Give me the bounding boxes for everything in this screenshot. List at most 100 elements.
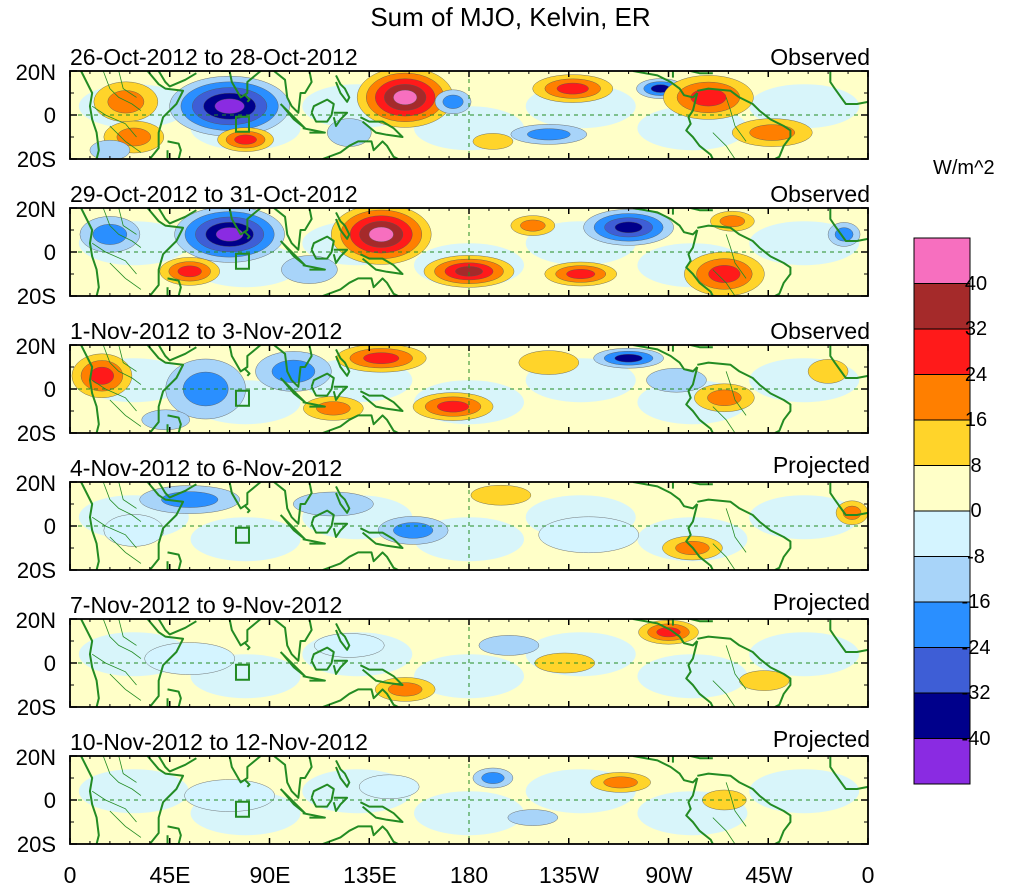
coastline — [157, 71, 197, 88]
coastline — [146, 482, 185, 570]
coastline — [359, 390, 404, 412]
anomaly-contour — [214, 98, 245, 114]
coastline — [632, 345, 699, 373]
reference-box — [234, 800, 250, 818]
panel-1-status: Observed — [770, 44, 870, 70]
country-border — [102, 619, 142, 659]
coastline — [220, 208, 262, 236]
coastline — [359, 253, 404, 275]
country-border — [118, 756, 137, 783]
coastline — [697, 772, 792, 844]
country-border — [725, 97, 747, 142]
colorbar-swatch — [913, 374, 971, 421]
coastline — [157, 619, 197, 636]
colorbar-label-m24: -24 — [961, 637, 991, 659]
coastline — [335, 759, 351, 788]
country-border — [109, 673, 142, 701]
coastline — [697, 361, 792, 433]
colorbar-label-m40: -40 — [961, 728, 991, 750]
anomaly-contour — [614, 221, 643, 234]
panel-4-ytick-20s: 20S — [16, 558, 56, 583]
coastline — [335, 74, 351, 103]
anomaly-contour — [107, 90, 145, 114]
coastline — [302, 538, 326, 545]
colorbar-swatch — [913, 283, 971, 330]
coastline — [632, 71, 699, 99]
country-border — [118, 345, 137, 372]
anomaly-contour — [518, 350, 579, 375]
panel-1-ytick-20s: 20S — [16, 147, 56, 172]
panel-2-ytick-20s: 20S — [16, 284, 56, 309]
coastline — [146, 756, 185, 844]
anomaly-contour — [368, 226, 394, 242]
anomaly-contour — [507, 809, 559, 826]
country-border — [109, 125, 142, 153]
coastline — [829, 482, 868, 516]
coastline — [335, 622, 351, 651]
country-border — [91, 379, 137, 412]
anomaly-contour — [527, 128, 571, 141]
colorbar-label-m16: -16 — [961, 591, 991, 613]
colorbar-swatch — [913, 510, 971, 557]
anomaly-contour — [437, 400, 469, 413]
country-border — [102, 345, 142, 385]
country-border — [102, 482, 142, 522]
coastline — [273, 345, 313, 388]
coastline — [685, 366, 714, 433]
coastline — [332, 659, 349, 675]
anomaly-contour — [103, 514, 165, 547]
coastline — [688, 756, 713, 760]
coastline — [157, 756, 197, 773]
coastline — [244, 94, 251, 103]
coastline — [829, 71, 868, 105]
panel-6-ytick-0: 0 — [43, 788, 56, 813]
coastline — [322, 277, 399, 296]
coastline — [322, 825, 399, 844]
coastline — [335, 211, 351, 240]
anomaly-contour — [749, 124, 796, 141]
country-border — [118, 619, 137, 646]
country-border — [725, 371, 747, 416]
coastline — [322, 688, 399, 707]
reference-box — [234, 115, 250, 133]
coastline — [80, 345, 100, 433]
anomaly-contour — [316, 401, 351, 416]
anomaly-contour — [481, 772, 505, 784]
reference-box — [234, 389, 250, 407]
country-border — [725, 234, 747, 279]
coastline — [688, 71, 713, 75]
anomaly-contour — [141, 409, 190, 430]
coastline — [322, 140, 399, 159]
country-border — [712, 817, 736, 844]
colorbar-label-8: 8 — [970, 455, 982, 477]
country-border — [91, 516, 137, 549]
country-border — [109, 399, 142, 427]
colorbar — [913, 237, 971, 785]
country-border — [91, 653, 137, 686]
colorbar-label-24: 24 — [964, 364, 988, 386]
xtick-135w: 135W — [538, 862, 600, 888]
coastline — [244, 231, 251, 240]
country-border — [91, 790, 137, 823]
coastline — [273, 756, 313, 799]
country-border — [102, 756, 142, 796]
anomaly-contour — [89, 140, 131, 159]
anomaly-contour — [707, 389, 742, 406]
coastline — [166, 277, 182, 296]
anomaly-contour — [520, 219, 546, 232]
map-panel-4 — [69, 481, 869, 571]
coastline — [279, 788, 306, 815]
colorbar-swatch — [913, 465, 971, 512]
anomaly-contour — [472, 133, 514, 150]
map-panel-1 — [69, 70, 869, 160]
country-border — [102, 208, 142, 248]
country-border — [725, 782, 747, 827]
panel-2-ytick-0: 0 — [43, 240, 56, 265]
coastline — [166, 551, 182, 570]
panel-5-ytick-20n: 20N — [15, 608, 56, 633]
panel-4-date-range: 4-Nov-2012 to 6-Nov-2012 — [70, 455, 343, 481]
coastline — [279, 651, 306, 678]
panel-3-date-range: 1-Nov-2012 to 3-Nov-2012 — [70, 318, 343, 344]
anomaly-contour — [702, 789, 747, 811]
map-panel-2 — [69, 207, 869, 297]
